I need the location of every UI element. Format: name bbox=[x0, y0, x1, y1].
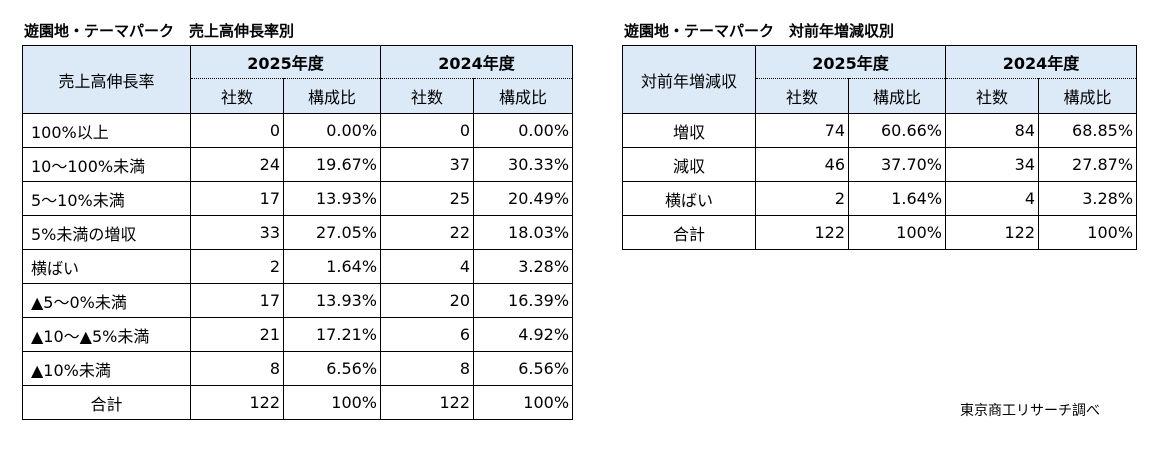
count-2024-cell: 122 bbox=[380, 385, 475, 420]
subcol-ratio-2024: 構成比 bbox=[473, 78, 574, 114]
ratio-2024-cell: 3.28% bbox=[473, 249, 574, 284]
table-row: 増収 74 60.66% 84 68.85% bbox=[622, 113, 1138, 148]
table-row: ▲10～▲5%未満 21 17.21% 6 4.92% bbox=[22, 317, 574, 352]
ratio-2024-cell: 30.33% bbox=[473, 147, 574, 182]
ratio-2025-cell: 19.67% bbox=[282, 147, 382, 182]
subcol-ratio-2025: 構成比 bbox=[282, 78, 382, 114]
table-row: 横ばい 2 1.64% 4 3.28% bbox=[22, 249, 574, 284]
count-2024-cell: 8 bbox=[380, 351, 475, 386]
subcol-count-2024: 社数 bbox=[945, 78, 1040, 114]
ratio-2024-cell: 3.28% bbox=[1038, 181, 1138, 216]
ratio-2025-cell: 13.93% bbox=[282, 181, 382, 216]
count-2024-cell: 37 bbox=[380, 147, 475, 182]
table-row: 横ばい 2 1.64% 4 3.28% bbox=[622, 181, 1138, 216]
table-row: 5～10%未満 17 13.93% 25 20.49% bbox=[22, 181, 574, 216]
table-row: 10～100%未満 24 19.67% 37 30.33% bbox=[22, 147, 574, 182]
table-row: ▲10%未満 8 6.56% 8 6.56% bbox=[22, 351, 574, 386]
count-2025-cell: 2 bbox=[755, 181, 849, 216]
total-row: 合計 122 100% 122 100% bbox=[22, 385, 574, 420]
subcol-ratio-2024: 構成比 bbox=[1038, 78, 1138, 114]
row-label: 合計 bbox=[622, 215, 756, 250]
ratio-2024-cell: 6.56% bbox=[473, 351, 574, 386]
row-header: 対前年増減収 bbox=[622, 45, 756, 114]
growth-rate-table: 売上高伸長率 2025年度 2024年度 社数 構成比 社数 構成比 100%以… bbox=[22, 45, 574, 420]
table-row: 減収 46 37.70% 34 27.87% bbox=[622, 147, 1138, 182]
row-header: 売上高伸長率 bbox=[22, 45, 191, 114]
count-2025-cell: 0 bbox=[190, 113, 284, 148]
row-label: 5～10%未満 bbox=[22, 181, 191, 216]
ratio-2025-cell: 1.64% bbox=[847, 181, 947, 216]
year-header-2024: 2024年度 bbox=[380, 45, 574, 79]
count-2025-cell: 46 bbox=[755, 147, 849, 182]
count-2024-cell: 84 bbox=[945, 113, 1040, 148]
ratio-2024-cell: 16.39% bbox=[473, 283, 574, 318]
ratio-2025-cell: 13.93% bbox=[282, 283, 382, 318]
source-note: 東京商工リサーチ調べ bbox=[960, 403, 1100, 419]
row-label: 10～100%未満 bbox=[22, 147, 191, 182]
table-row: 5%未満の増収 33 27.05% 22 18.03% bbox=[22, 215, 574, 250]
count-2025-cell: 24 bbox=[190, 147, 284, 182]
count-2024-cell: 6 bbox=[380, 317, 475, 352]
count-2024-cell: 22 bbox=[380, 215, 475, 250]
year-header-2025: 2025年度 bbox=[754, 45, 947, 79]
ratio-2025-cell: 60.66% bbox=[847, 113, 947, 148]
row-label: 横ばい bbox=[622, 181, 756, 216]
ratio-2024-cell: 27.87% bbox=[1038, 147, 1138, 182]
ratio-2025-cell: 0.00% bbox=[282, 113, 382, 148]
count-2025-cell: 21 bbox=[190, 317, 284, 352]
ratio-2025-cell: 17.21% bbox=[282, 317, 382, 352]
table-row: ▲5～0%未満 17 13.93% 20 16.39% bbox=[22, 283, 574, 318]
count-2025-cell: 2 bbox=[190, 249, 284, 284]
total-row: 合計 122 100% 122 100% bbox=[622, 215, 1138, 250]
count-2024-cell: 122 bbox=[945, 215, 1040, 250]
ratio-2024-cell: 4.92% bbox=[473, 317, 574, 352]
ratio-2024-cell: 100% bbox=[473, 385, 574, 420]
ratio-2025-cell: 6.56% bbox=[282, 351, 382, 386]
count-2025-cell: 122 bbox=[190, 385, 284, 420]
ratio-2024-cell: 100% bbox=[1038, 215, 1138, 250]
ratio-2025-cell: 1.64% bbox=[282, 249, 382, 284]
row-label: 5%未満の増収 bbox=[22, 215, 191, 250]
row-label: ▲5～0%未満 bbox=[22, 283, 191, 318]
ratio-2025-cell: 27.05% bbox=[282, 215, 382, 250]
subcol-count-2024: 社数 bbox=[380, 78, 475, 114]
count-2024-cell: 4 bbox=[380, 249, 475, 284]
row-label: ▲10～▲5%未満 bbox=[22, 317, 191, 352]
ratio-2025-cell: 37.70% bbox=[847, 147, 947, 182]
count-2025-cell: 17 bbox=[190, 283, 284, 318]
year-header-2024: 2024年度 bbox=[945, 45, 1138, 79]
ratio-2024-cell: 0.00% bbox=[473, 113, 574, 148]
count-2025-cell: 33 bbox=[190, 215, 284, 250]
subcol-count-2025: 社数 bbox=[755, 78, 849, 114]
count-2024-cell: 0 bbox=[380, 113, 475, 148]
row-label: 横ばい bbox=[22, 249, 191, 284]
ratio-2025-cell: 100% bbox=[282, 385, 382, 420]
year-header-2025: 2025年度 bbox=[189, 45, 382, 79]
ratio-2024-cell: 20.49% bbox=[473, 181, 574, 216]
ratio-2024-cell: 18.03% bbox=[473, 215, 574, 250]
row-label: 100%以上 bbox=[22, 113, 191, 148]
count-2025-cell: 8 bbox=[190, 351, 284, 386]
count-2025-cell: 17 bbox=[190, 181, 284, 216]
table-row: 100%以上 0 0.00% 0 0.00% bbox=[22, 113, 574, 148]
count-2024-cell: 4 bbox=[945, 181, 1040, 216]
count-2024-cell: 25 bbox=[380, 181, 475, 216]
row-label: 合計 bbox=[22, 385, 191, 420]
ratio-2024-cell: 68.85% bbox=[1038, 113, 1138, 148]
yoy-change-table: 対前年増減収 2025年度 2024年度 社数 構成比 社数 構成比 増収 74 6… bbox=[622, 45, 1138, 250]
right-table-title: 遊園地・テーマパーク 対前年増減収別 bbox=[624, 22, 895, 40]
count-2025-cell: 122 bbox=[755, 215, 849, 250]
row-label: 増収 bbox=[622, 113, 756, 148]
subcol-ratio-2025: 構成比 bbox=[847, 78, 947, 114]
row-label: ▲10%未満 bbox=[22, 351, 191, 386]
left-table-title: 遊園地・テーマパーク 売上高伸長率別 bbox=[24, 22, 295, 40]
ratio-2025-cell: 100% bbox=[847, 215, 947, 250]
count-2024-cell: 20 bbox=[380, 283, 475, 318]
row-label: 減収 bbox=[622, 147, 756, 182]
count-2024-cell: 34 bbox=[945, 147, 1040, 182]
subcol-count-2025: 社数 bbox=[190, 78, 284, 114]
count-2025-cell: 74 bbox=[755, 113, 849, 148]
